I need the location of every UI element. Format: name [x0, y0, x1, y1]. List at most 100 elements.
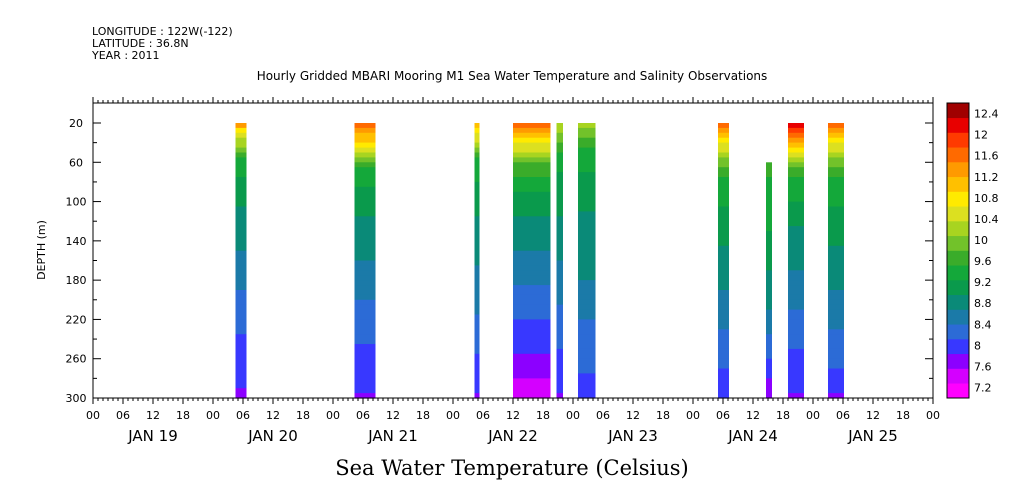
- segment-cell: [766, 265, 772, 271]
- segment-cell: [788, 314, 804, 320]
- segment-cell: [578, 344, 596, 350]
- segment-cell: [354, 319, 376, 325]
- colorbar-swatch: [947, 221, 969, 237]
- segment-cell: [578, 216, 596, 222]
- segment-cell: [718, 285, 729, 291]
- segment-cell: [788, 275, 804, 281]
- segment-cell: [578, 393, 596, 399]
- x-tick-label: 00: [446, 409, 460, 422]
- segment-cell: [788, 309, 804, 316]
- segment-cell: [513, 162, 551, 168]
- segment-cell: [513, 319, 551, 325]
- segment-cell: [788, 240, 804, 247]
- segment-cell: [354, 196, 376, 203]
- segment-cell: [718, 216, 729, 222]
- segment-cell: [556, 378, 563, 384]
- segment-cell: [766, 285, 772, 291]
- segment-cell: [513, 250, 551, 257]
- segment-cell: [556, 142, 563, 149]
- segment-cell: [578, 280, 596, 286]
- segment-cell: [828, 235, 844, 242]
- colorbar-frame: [946, 102, 970, 399]
- x-tick-label: 18: [896, 409, 910, 422]
- segment-cell: [788, 157, 804, 163]
- segment-cell: [354, 329, 376, 335]
- segment-cell: [354, 353, 376, 360]
- latitude-label: LATITUDE : 36.8N: [92, 37, 189, 50]
- y-tick-label: 100: [66, 196, 87, 209]
- segment-cell: [788, 221, 804, 227]
- segment-cell: [788, 177, 804, 183]
- segment-cell: [718, 294, 729, 301]
- segment-cell: [235, 196, 247, 203]
- segment-cell: [556, 157, 563, 163]
- x-tick-label: 06: [356, 409, 370, 422]
- segment-cell: [513, 260, 551, 266]
- segment-cell: [513, 304, 551, 311]
- segment-cell: [235, 393, 247, 399]
- segment-cell: [766, 290, 772, 296]
- colorbar-tick-label: 12.4: [974, 108, 999, 121]
- segment-cell: [474, 127, 480, 134]
- segment-cell: [513, 142, 551, 149]
- segment-cell: [513, 123, 551, 129]
- segment-cell: [474, 245, 480, 252]
- colorbar-tick-label: 11.2: [974, 171, 999, 184]
- segment-cell: [354, 186, 376, 193]
- segment-cell: [513, 285, 551, 291]
- segment-cell: [766, 196, 772, 203]
- segment-cell: [718, 363, 729, 370]
- segment-cell: [828, 368, 844, 374]
- colorbar-tick-label: 9.6: [974, 255, 992, 268]
- segment-cell: [513, 275, 551, 281]
- segment-cell: [513, 132, 551, 139]
- segment-cell: [718, 383, 729, 389]
- segment-cell: [235, 191, 247, 198]
- segment-cell: [718, 191, 729, 198]
- segment-cell: [556, 240, 563, 247]
- segment-cell: [235, 216, 247, 222]
- segment-cell: [556, 393, 563, 399]
- segment-cell: [235, 270, 247, 276]
- segment-cell: [513, 240, 551, 247]
- segment-cell: [235, 221, 247, 227]
- segment-cell: [235, 181, 247, 188]
- segment-cell: [828, 216, 844, 222]
- segment-cell: [235, 177, 247, 183]
- colorbar-tick-label: 8: [974, 339, 981, 352]
- segment-cell: [578, 167, 596, 173]
- segment-cell: [828, 137, 844, 144]
- segment-cell: [474, 314, 480, 320]
- segment-cell: [788, 324, 804, 330]
- segment-cell: [578, 177, 596, 183]
- colorbar-swatch: [947, 324, 969, 340]
- segment-cell: [718, 167, 729, 173]
- segment-cell: [718, 270, 729, 276]
- segment-cell: [766, 348, 772, 355]
- segment-cell: [828, 348, 844, 355]
- segment-cell: [354, 299, 376, 306]
- data-segment-6: [578, 123, 596, 399]
- segment-cell: [828, 132, 844, 139]
- segment-cell: [556, 373, 563, 379]
- segment-cell: [788, 265, 804, 271]
- segment-cell: [354, 191, 376, 198]
- colorbar-tick-label: 7.6: [974, 360, 992, 373]
- segment-cell: [788, 181, 804, 188]
- segment-cell: [474, 186, 480, 193]
- segment-cell: [718, 172, 729, 178]
- segment-cell: [828, 147, 844, 154]
- segment-cell: [788, 162, 804, 168]
- segment-cell: [513, 299, 551, 306]
- segment-cell: [578, 181, 596, 188]
- colorbar-swatch: [947, 353, 969, 369]
- segment-cell: [474, 373, 480, 379]
- segment-cell: [578, 314, 596, 320]
- segment-cell: [235, 132, 247, 139]
- segment-cell: [578, 240, 596, 247]
- segment-cell: [578, 206, 596, 212]
- segment-cell: [235, 167, 247, 173]
- x-tick-label: 18: [776, 409, 790, 422]
- segment-cell: [828, 265, 844, 271]
